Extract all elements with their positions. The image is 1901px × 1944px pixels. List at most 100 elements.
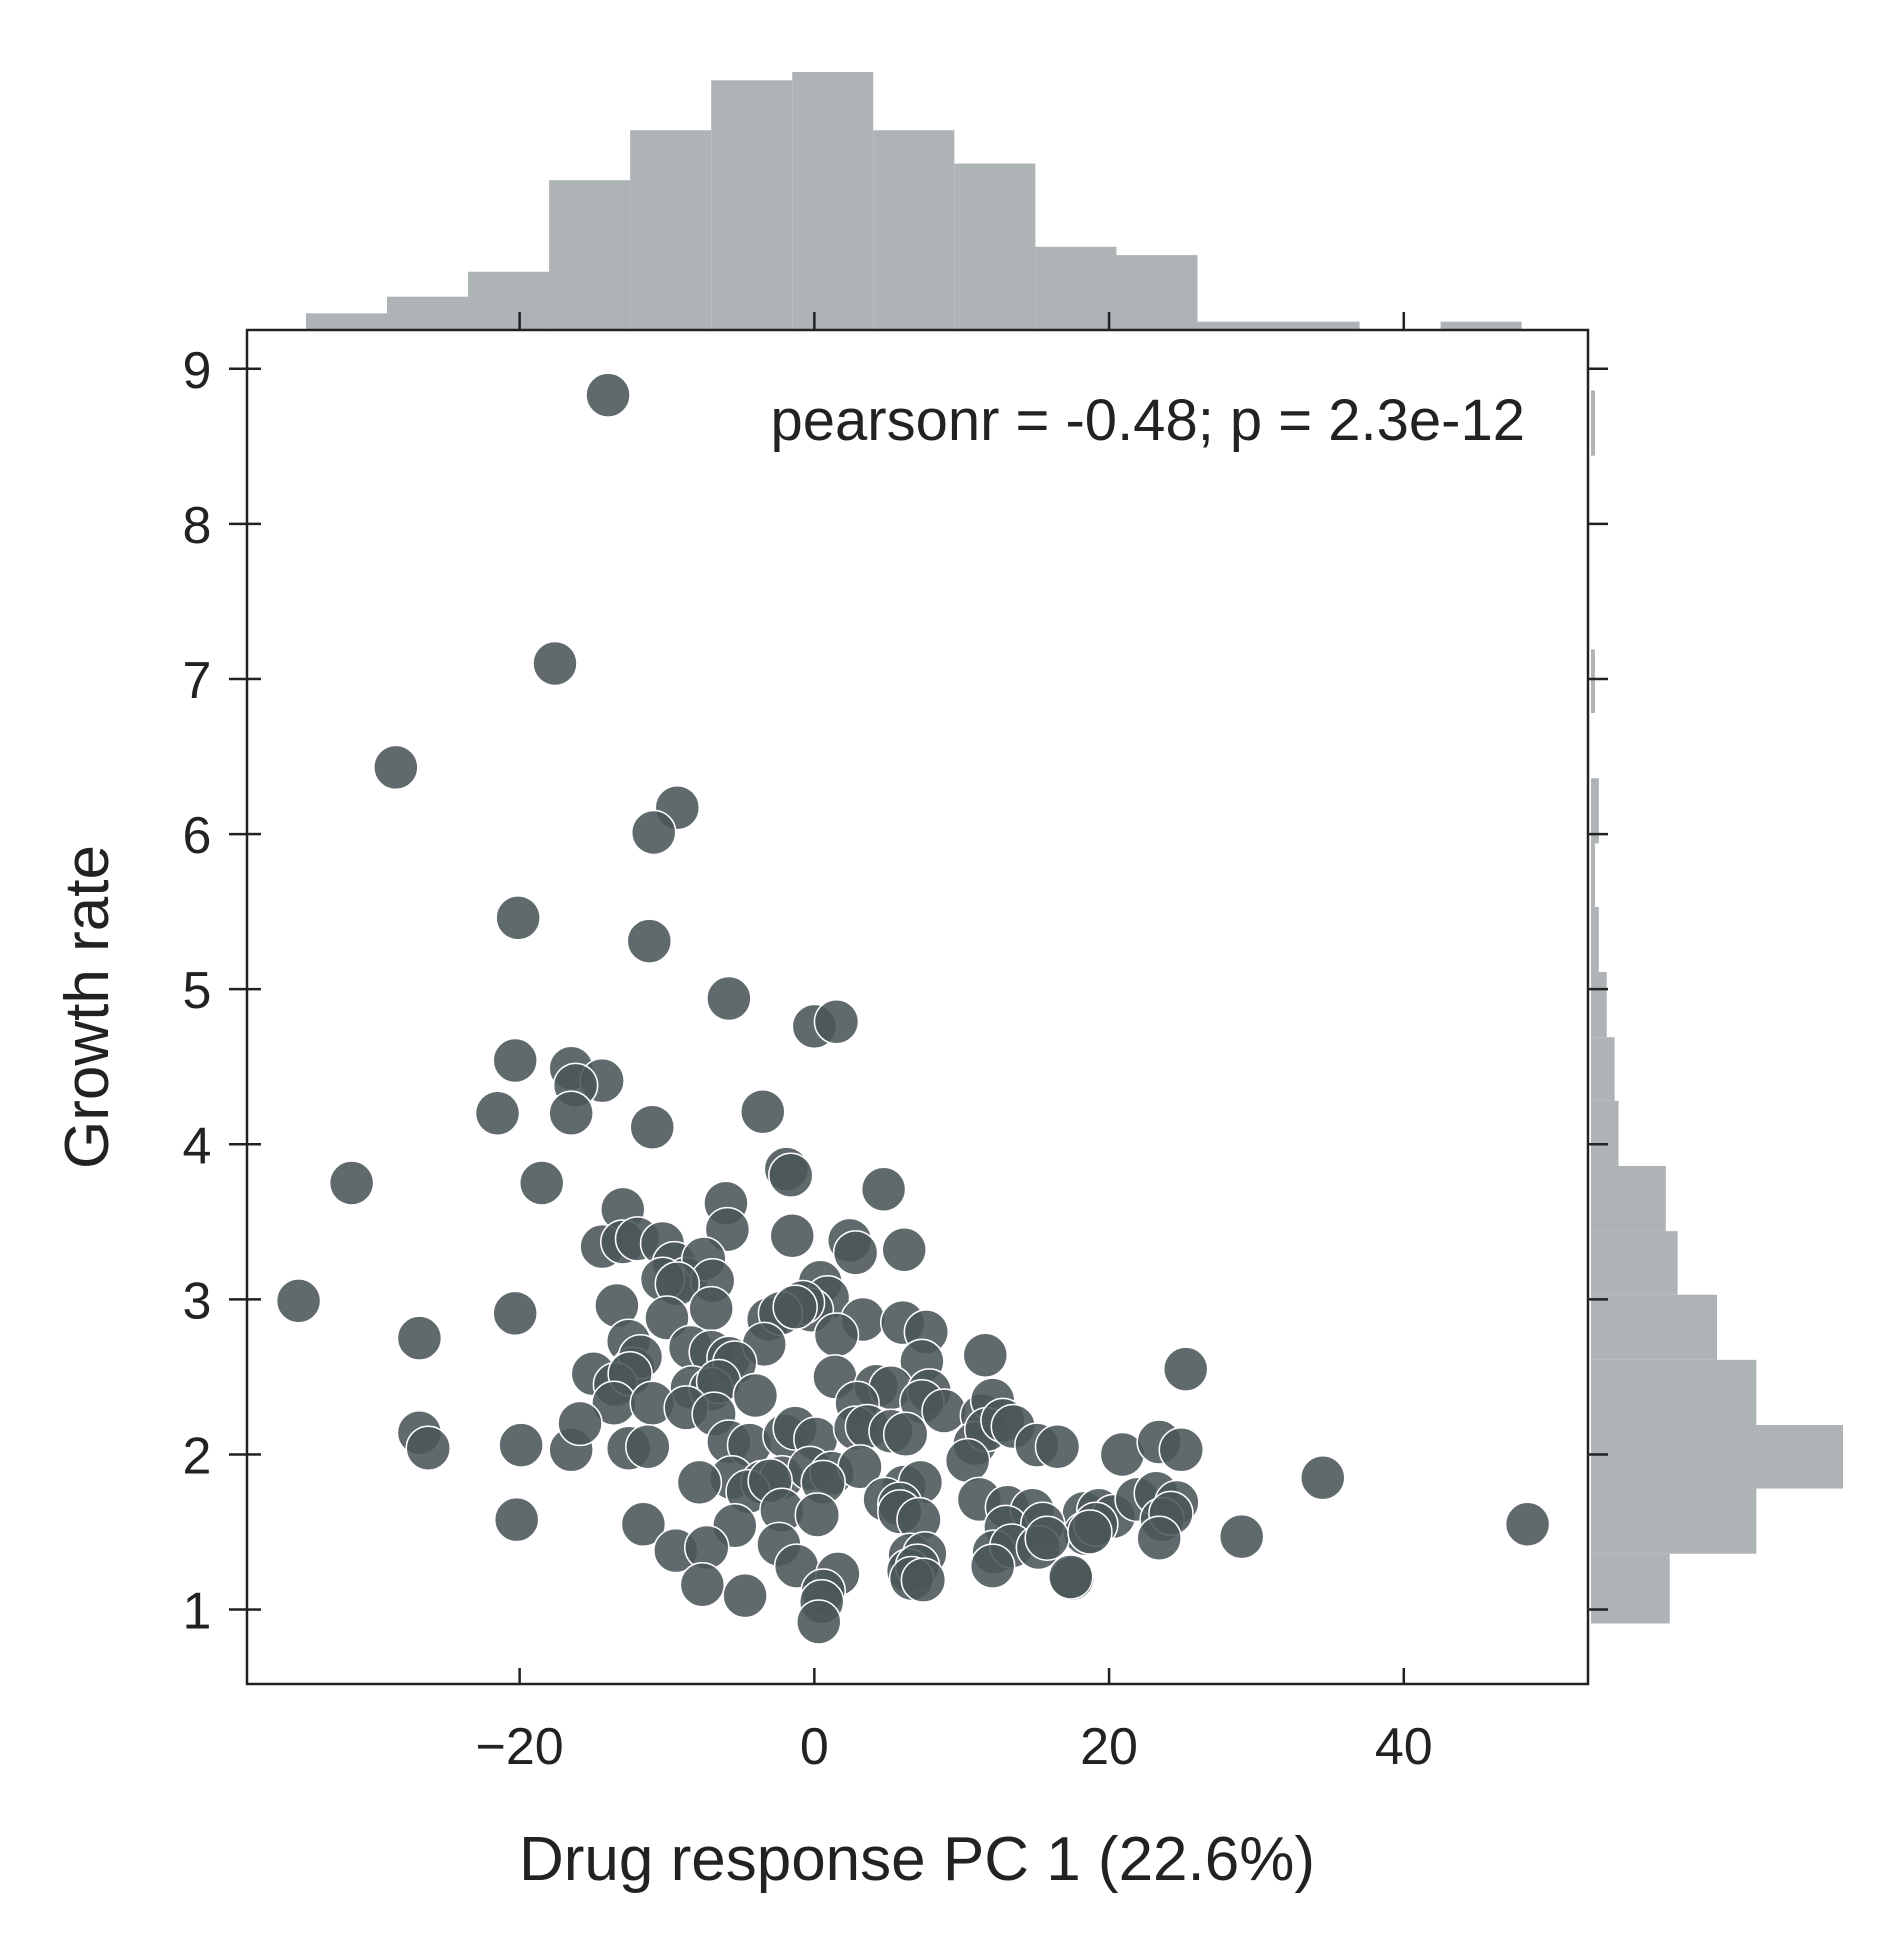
scatter-point [275, 1278, 322, 1324]
y-histogram-bar [1591, 843, 1595, 907]
scatter-point [1162, 1346, 1209, 1392]
scatter-point [676, 1459, 723, 1506]
scatter-point [1158, 1427, 1205, 1473]
scatter-point [493, 1496, 540, 1543]
scatter-point [962, 1332, 1009, 1378]
y-histogram-bar [1591, 390, 1595, 456]
scatter-point [1299, 1454, 1346, 1501]
scatter-point [881, 1226, 927, 1273]
y-tick-label: 9 [183, 342, 212, 400]
y-histogram-bar [1591, 1553, 1670, 1624]
y-histogram-bar [1591, 1165, 1666, 1232]
x-tick-label: 0 [800, 1718, 829, 1776]
y-tick-label: 5 [183, 962, 212, 1020]
x-histogram-bar [630, 130, 712, 330]
y-marginal-histogram [1591, 390, 1843, 1624]
scatter-point [532, 640, 578, 687]
x-histogram-bar [468, 271, 550, 330]
y-histogram-bar [1591, 1231, 1678, 1295]
x-histogram-bar [711, 80, 793, 331]
scatter-point [474, 1090, 521, 1136]
y-histogram-bar [1591, 972, 1607, 1038]
scatter-point [796, 1599, 842, 1645]
scatter-point [1136, 1515, 1182, 1561]
x-histogram-bar [1116, 255, 1198, 330]
x-histogram-bar [954, 163, 1036, 330]
x-tick-label: −20 [476, 1718, 564, 1776]
scatter-point [1218, 1513, 1265, 1560]
x-histogram-bar [1278, 321, 1360, 330]
scatter-points [275, 372, 1551, 1645]
y-tick-label: 4 [183, 1117, 212, 1175]
scatter-point [492, 1290, 538, 1337]
y-histogram-bar [1591, 906, 1599, 973]
scatter-point [900, 1557, 947, 1603]
scatter-point [629, 1104, 675, 1150]
scatter-point [769, 1213, 815, 1259]
x-histogram-bar [873, 130, 955, 330]
scatter-point [626, 918, 673, 964]
scatter-point [969, 1543, 1016, 1589]
x-histogram-bar [792, 72, 874, 330]
scatter-point [722, 1572, 768, 1619]
scatter-point [373, 744, 419, 791]
y-tick-label: 6 [183, 807, 212, 865]
y-histogram-bar [1591, 1424, 1843, 1489]
scatter-point [328, 1160, 375, 1206]
scatter-point [557, 1400, 603, 1447]
x-histogram-bar [386, 296, 469, 330]
y-tick-label: 8 [183, 497, 212, 555]
y-tick-label: 7 [183, 652, 212, 710]
scatter-point [768, 1152, 814, 1199]
scatter-point [492, 1037, 538, 1084]
y-axis-label: Growth rate [53, 845, 122, 1169]
scatter-point [832, 1230, 879, 1276]
scatter-point [1024, 1515, 1070, 1561]
scatter-point [498, 1422, 544, 1468]
x-histogram-bar [1440, 321, 1522, 330]
scatter-point [860, 1166, 907, 1212]
x-histogram-bar [549, 180, 631, 330]
y-tick-label: 3 [183, 1272, 212, 1330]
y-histogram-bar [1591, 1488, 1757, 1554]
scatter-point [772, 1284, 818, 1330]
x-axis: −20 0 20 40 [476, 312, 1433, 1776]
scatter-point [495, 895, 541, 941]
scatter-point [1504, 1501, 1551, 1547]
correlation-annotation: pearsonr = -0.48; p = 2.3e-12 [770, 388, 1525, 453]
x-tick-label: 20 [1080, 1718, 1138, 1776]
scatter-point [630, 809, 677, 856]
scatter-point [405, 1425, 452, 1472]
scatter-point [1048, 1554, 1094, 1600]
y-histogram-bar [1591, 649, 1595, 714]
x-axis-label: Drug response PC 1 (22.6%) [519, 1825, 1315, 1894]
scatter-point [585, 372, 631, 418]
scatter-point [813, 998, 860, 1045]
y-histogram-bar [1591, 1100, 1619, 1166]
scatter-point [1034, 1423, 1081, 1470]
x-tick-label: 40 [1375, 1718, 1433, 1776]
scatter-point [625, 1423, 671, 1470]
y-histogram-bar [1591, 1294, 1717, 1360]
scatter-point [679, 1561, 726, 1608]
x-marginal-histogram [305, 72, 1522, 331]
scatter-point [688, 1285, 734, 1332]
y-histogram-bar [1591, 1359, 1757, 1425]
scatter-point [548, 1090, 594, 1136]
y-histogram-bar [1591, 1037, 1615, 1101]
x-histogram-bar [1035, 246, 1117, 330]
y-tick-label: 2 [183, 1427, 212, 1485]
x-histogram-bar [305, 313, 387, 330]
scatter-point [740, 1088, 786, 1135]
scatter-point [732, 1372, 779, 1419]
scatter-point [620, 1501, 667, 1547]
y-histogram-bar [1591, 778, 1599, 844]
y-tick-label: 1 [183, 1583, 212, 1641]
scatter-point [518, 1160, 565, 1206]
scatter-point [813, 1312, 860, 1358]
y-axis: 1 2 3 4 5 6 7 8 9 [183, 342, 1608, 1641]
scatter-point [921, 1388, 967, 1434]
scatter-point [396, 1315, 443, 1361]
x-histogram-bar [1197, 321, 1279, 330]
scatter-point [794, 1492, 841, 1538]
